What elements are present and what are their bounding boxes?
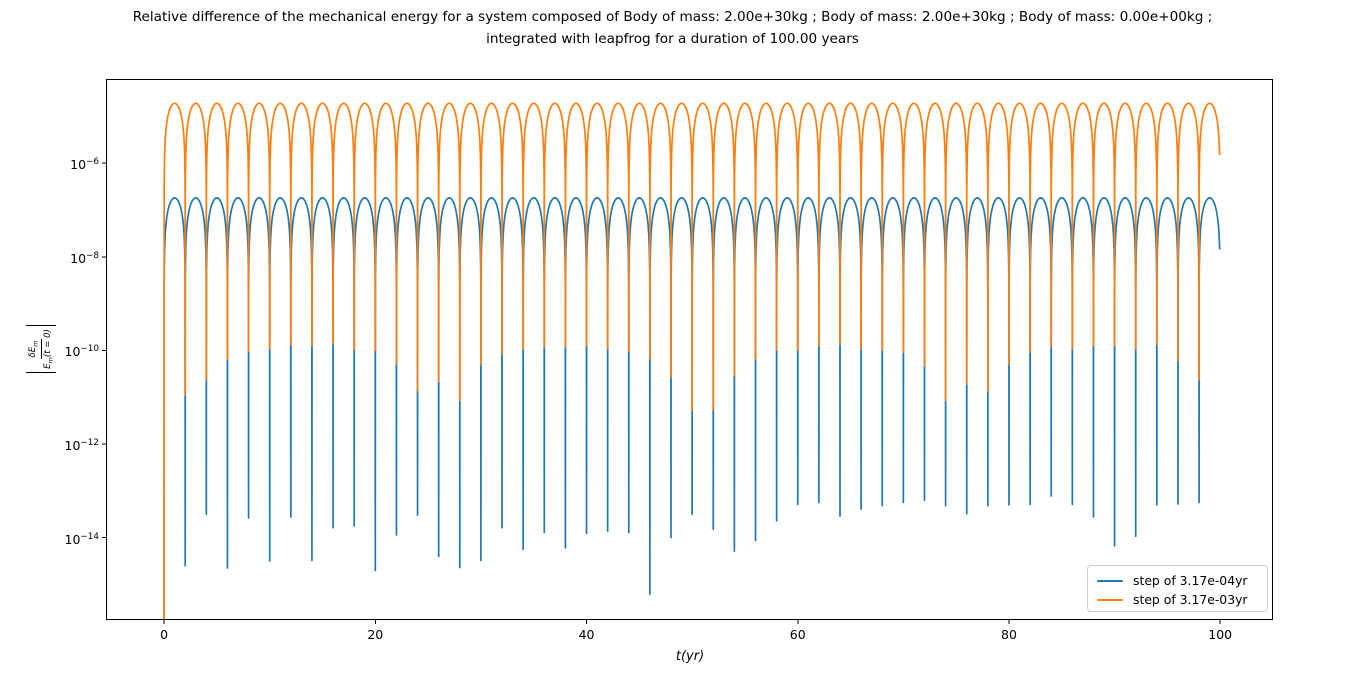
y-tick-label: 10−10 — [64, 344, 99, 360]
legend-entry-0: step of 3.17e-04yr — [1097, 571, 1267, 590]
axes-frame — [106, 79, 1273, 620]
x-tick-label: 0 — [160, 627, 169, 642]
x-tick-label: 20 — [367, 627, 384, 642]
chart-title-line1: Relative difference of the mechanical en… — [132, 9, 1213, 25]
legend: step of 3.17e-04yr step of 3.17e-03yr — [1087, 565, 1268, 612]
chart-title: Relative difference of the mechanical en… — [0, 6, 1345, 50]
ylabel-abs-bar-left — [26, 371, 56, 373]
y-tick-label: 10−6 — [70, 157, 99, 173]
x-tick-label: 80 — [1001, 627, 1017, 642]
ylabel-abs-bar-right — [26, 325, 56, 327]
y-tick-label: 10−8 — [70, 250, 99, 266]
y-tick-label: 10−12 — [64, 438, 99, 454]
legend-label-1: step of 3.17e-03yr — [1133, 592, 1248, 607]
series-line-1 — [163, 102, 1221, 620]
x-tick-label: 40 — [578, 627, 595, 642]
x-tick-label: 60 — [789, 627, 806, 642]
legend-entry-1: step of 3.17e-03yr — [1097, 590, 1267, 609]
legend-line-sample-orange — [1097, 598, 1123, 601]
legend-label-0: step of 3.17e-04yr — [1133, 573, 1248, 588]
x-axis-label: t(yr) — [675, 649, 705, 664]
x-tick-label: 100 — [1208, 627, 1233, 642]
y-tick-label: 10−14 — [64, 531, 99, 547]
legend-line-sample-blue — [1097, 579, 1123, 582]
chart-title-line2: integrated with leapfrog for a duration … — [486, 31, 859, 47]
